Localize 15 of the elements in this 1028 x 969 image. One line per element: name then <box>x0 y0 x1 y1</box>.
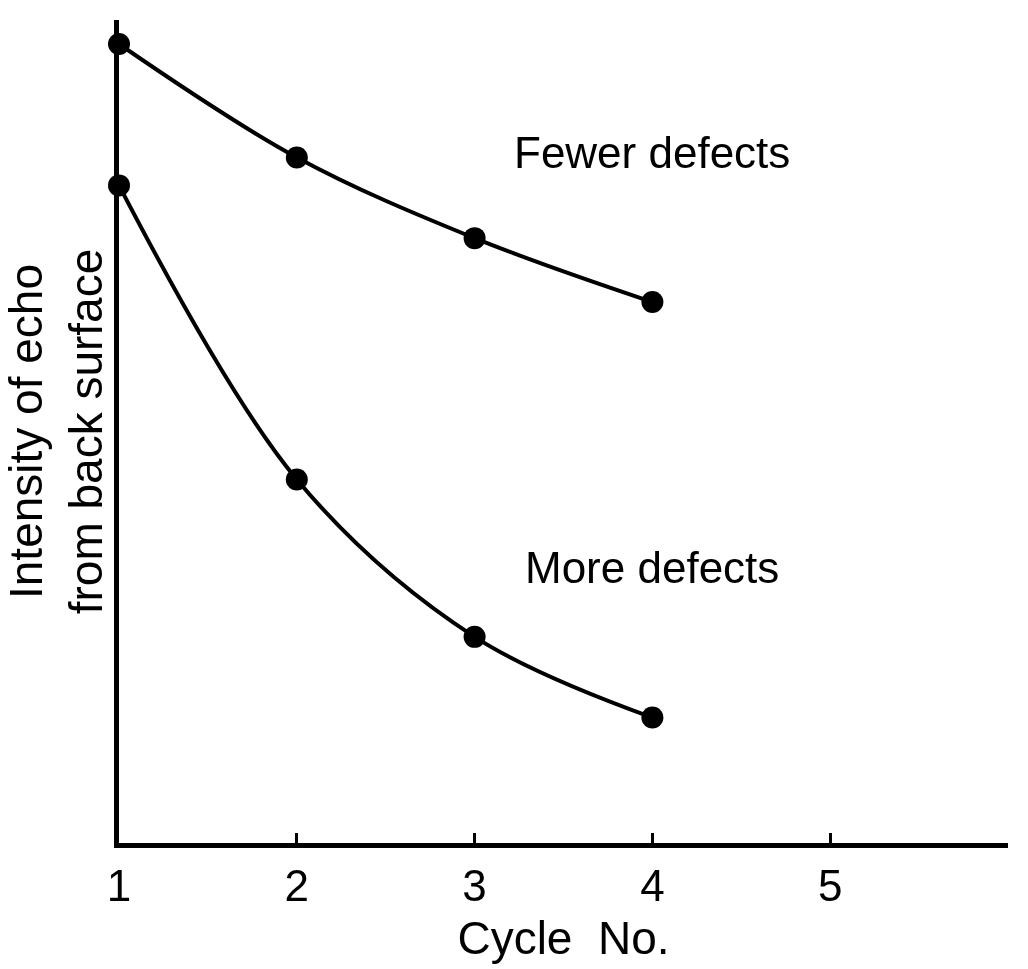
x-tick-label: 2 <box>284 860 310 910</box>
series-label: More defects <box>525 543 780 592</box>
point <box>641 291 664 314</box>
point <box>285 468 308 491</box>
series-label: Fewer defects <box>514 128 791 177</box>
point <box>641 706 664 729</box>
y-axis-title: Intensity of echo from back surface <box>0 248 112 615</box>
point <box>463 625 486 648</box>
point <box>285 146 308 169</box>
point <box>463 227 486 250</box>
x-tick-label: 3 <box>462 860 487 910</box>
x-tick-label: 1 <box>106 860 132 910</box>
x-tick-label: 4 <box>640 860 665 910</box>
x-axis-title: Cycle No. <box>457 912 670 965</box>
x-tick-label: 5 <box>817 860 843 910</box>
